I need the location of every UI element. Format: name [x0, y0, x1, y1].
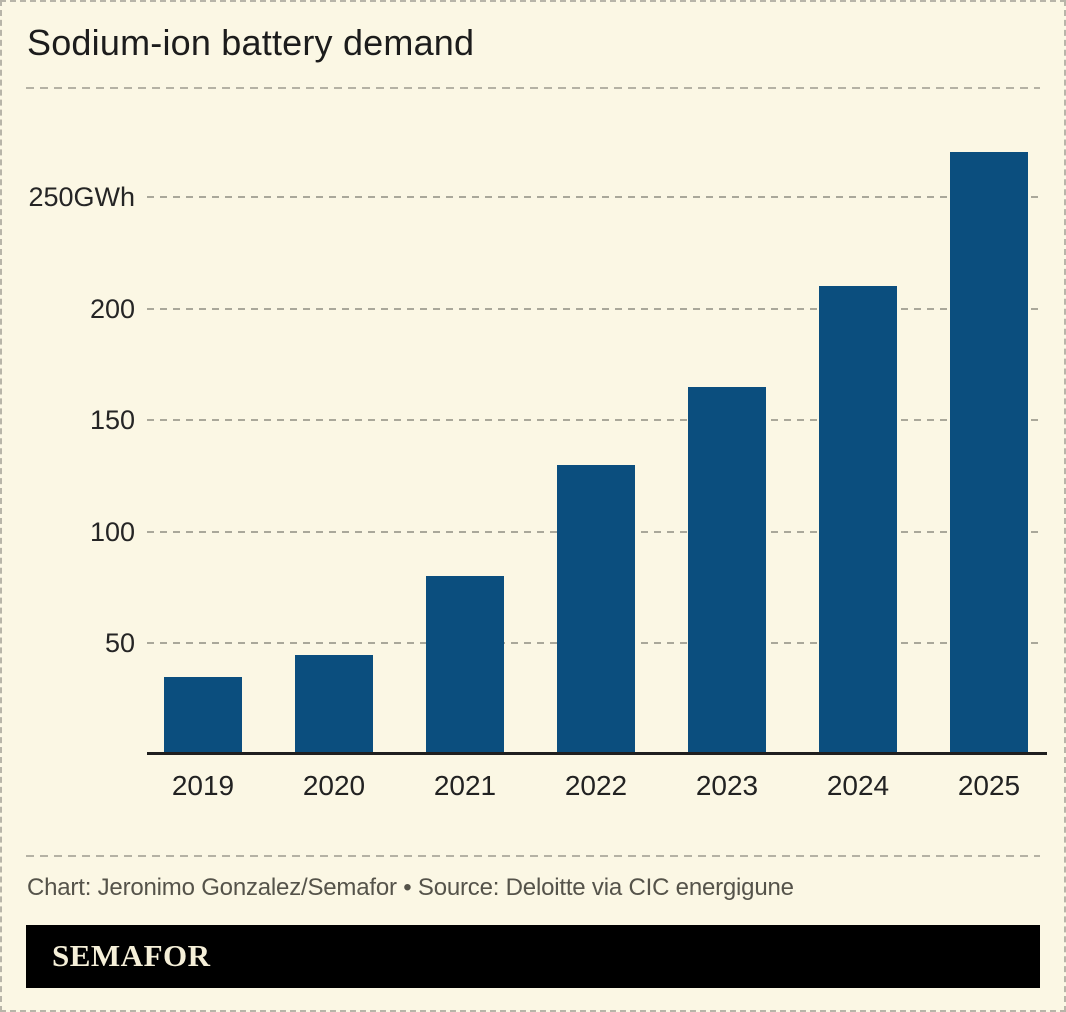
x-tick-label-2022: 2022 — [564, 770, 628, 801]
y-tick-label-150: 150 — [89, 405, 135, 436]
chart-credit: Chart: Jeronimo Gonzalez/Semafor • Sourc… — [27, 874, 794, 901]
footer-separator — [26, 855, 1040, 857]
bar-2024 — [819, 286, 897, 755]
y-tick-label-200: 200 — [89, 293, 135, 324]
y-tick-label-100: 100 — [89, 516, 135, 547]
x-tick-label-2019: 2019 — [171, 770, 235, 801]
x-tick-label-2024: 2024 — [826, 770, 890, 801]
semafor-logo: SEMAFOR — [52, 937, 211, 973]
bar-2023 — [688, 387, 766, 755]
bar-2022 — [557, 465, 635, 755]
chart-title: Sodium-ion battery demand — [27, 22, 475, 63]
semafor-logo-bar: SEMAFOR — [26, 925, 1040, 988]
x-tick-label-2025: 2025 — [957, 770, 1021, 801]
bar-2019 — [164, 677, 242, 755]
gridline-150 — [147, 419, 1044, 422]
x-axis-line — [147, 752, 1047, 755]
title-separator — [26, 87, 1040, 89]
y-tick-label-250: 250GWh — [28, 182, 135, 212]
x-tick-label-2023: 2023 — [695, 770, 759, 801]
y-tick-label-50: 50 — [104, 628, 135, 659]
gridline-250 — [147, 196, 1044, 198]
gridline-200 — [147, 307, 1044, 310]
x-tick-label-2020: 2020 — [302, 770, 366, 801]
x-tick-label-2021: 2021 — [433, 770, 497, 801]
bar-2021 — [426, 576, 504, 755]
bar-2020 — [295, 655, 373, 755]
bar-2025 — [950, 152, 1028, 755]
